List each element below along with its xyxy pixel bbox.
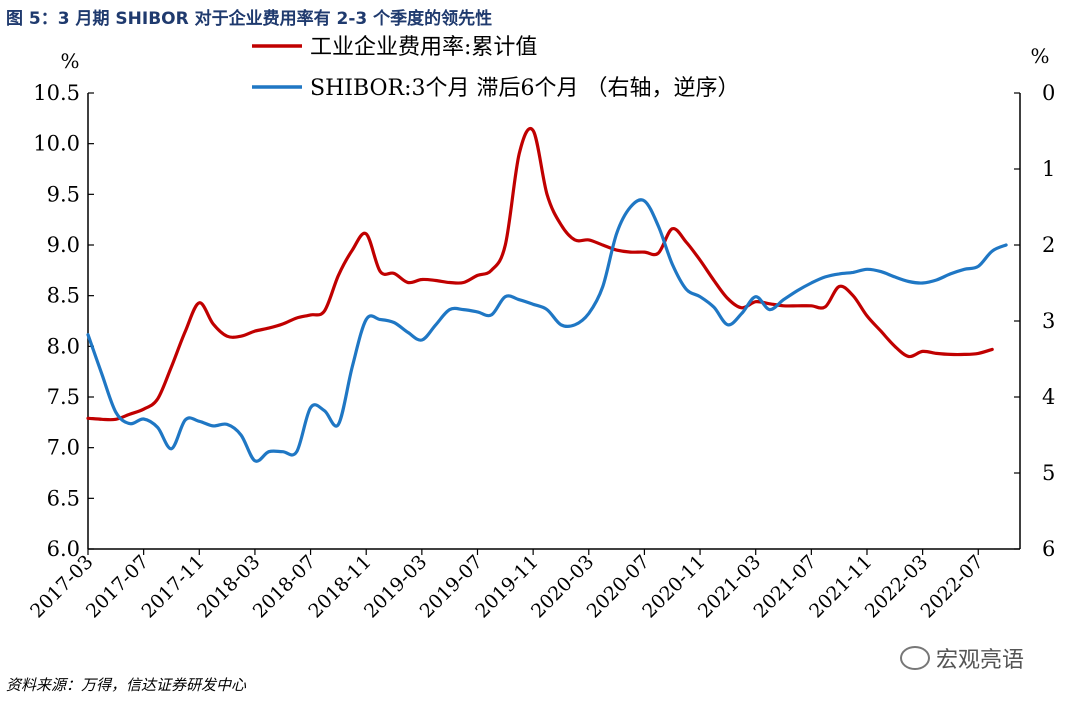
wechat-icon (900, 646, 930, 670)
left-tick-label: 8.0 (47, 334, 80, 358)
figure-title: 图 5：3 月期 SHIBOR 对于企业费用率有 2-3 个季度的领先性 (6, 9, 493, 29)
series-line-shibor (86, 198, 1008, 463)
left-tick-label: 9.5 (47, 182, 80, 206)
series-line-expense-ratio (86, 126, 994, 422)
left-tick-label: 10.5 (33, 81, 80, 105)
watermark: 宏观亮语 (900, 642, 1024, 674)
left-tick-label: 7.0 (47, 436, 80, 460)
watermark-text: 宏观亮语 (936, 648, 1025, 673)
left-tick-label: 10.0 (33, 132, 80, 156)
right-axis-unit: % (1030, 44, 1049, 68)
left-tick-label: 7.5 (47, 385, 80, 409)
right-tick-label: 5 (1042, 461, 1055, 485)
left-tick-label: 8.5 (47, 284, 80, 308)
right-tick-label: 1 (1042, 157, 1055, 181)
right-tick-label: 4 (1042, 385, 1055, 409)
left-tick-label: 6.5 (47, 486, 80, 510)
source-note: 资料来源：万得，信达证券研发中心 (6, 676, 247, 694)
right-tick-label: 3 (1042, 309, 1055, 333)
left-tick-label: 9.0 (47, 233, 80, 257)
right-tick-label: 6 (1042, 537, 1055, 561)
left-tick-label: 6.0 (47, 537, 80, 561)
left-axis-unit: % (60, 49, 79, 73)
right-tick-label: 2 (1042, 233, 1055, 257)
legend-label: SHIBOR:3个月 滞后6个月 （右轴，逆序） (310, 76, 740, 101)
legend-label: 工业企业费用率:累计值 (310, 35, 537, 60)
right-tick-label: 0 (1042, 81, 1055, 105)
